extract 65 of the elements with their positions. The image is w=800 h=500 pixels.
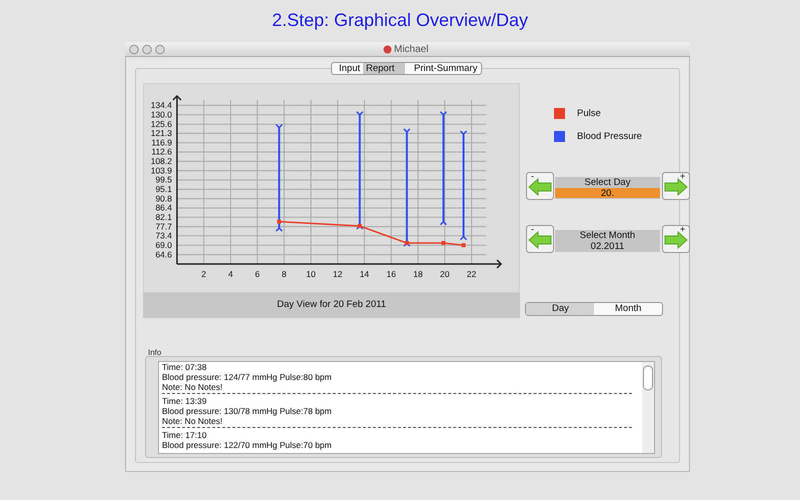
y-tick-label: 108.2 — [150, 156, 172, 166]
y-tick-label: 125.6 — [150, 118, 172, 129]
text: Blood pressure: 124/77 mmHg Pulse:80 bpm — [162, 372, 332, 382]
x-tick-label: 14 — [360, 269, 370, 280]
point — [441, 241, 446, 246]
text: Blood pressure: 130/78 mmHg Pulse:78 bpm — [162, 406, 332, 416]
text: Time: 07:38 — [162, 362, 207, 372]
text: Time: 13:39 — [162, 396, 207, 406]
y-tick-label: 99.5 — [155, 174, 172, 185]
y-tick-label: 116.9 — [151, 138, 172, 148]
x-tick-label: 22 — [466, 269, 477, 280]
x-tick-label: 20 — [440, 269, 450, 280]
x-tick-label: 16 — [386, 269, 396, 280]
x-tick-label: 10 — [306, 269, 316, 280]
text: Michael — [394, 44, 428, 55]
y-tick-label: 121.3 — [150, 128, 172, 138]
bar — [462, 134, 465, 237]
text: Day — [552, 303, 569, 314]
legend-label: Blood Pressure — [577, 131, 642, 142]
text: Select Month — [578, 230, 636, 241]
text: 20. — [555, 188, 660, 198]
x-axis-title: Day View for 20 Feb 2011 — [276, 299, 387, 310]
bar — [406, 132, 408, 244]
y-tick-label: 134.4 — [150, 100, 172, 110]
text: Input — [339, 63, 360, 74]
y-tick-label: 103.9 — [150, 165, 172, 176]
y-tick-label: 95.1 — [155, 184, 172, 194]
y-tick-label: 82.1 — [155, 212, 172, 222]
x-tick-label: 4 — [228, 269, 234, 280]
chart-title: 2.Step: Graphical Overview/Day — [270, 10, 530, 31]
bar — [358, 114, 361, 226]
point — [358, 224, 362, 228]
x-tick-label: 12 — [332, 269, 343, 280]
text: Time: 17:10 — [162, 430, 207, 440]
text: Month — [615, 303, 642, 314]
x-tick-label: 18 — [413, 269, 423, 280]
text: Blood pressure: 122/70 mmHg Pulse:70 bpm — [162, 440, 332, 450]
y-tick-label: 86.4 — [155, 202, 172, 213]
y-tick-label: 73.4 — [155, 230, 172, 241]
point — [277, 220, 282, 224]
x-tick-label: 6 — [254, 269, 260, 280]
x-tick-label: 8 — [282, 269, 287, 280]
text: Print-Summary — [414, 63, 478, 74]
y-tick-label: 90.8 — [155, 193, 172, 204]
point — [404, 241, 409, 246]
text: Note: No Notes! — [162, 382, 222, 392]
text: 02.2011 — [590, 240, 626, 252]
y-tick-label: 64.6 — [155, 249, 172, 260]
text: + — [680, 224, 686, 234]
bar — [442, 114, 444, 222]
text: - — [531, 224, 534, 234]
text: Info — [148, 348, 162, 357]
x-tick-label: 2 — [201, 269, 206, 280]
y-tick-label: 130.0 — [150, 110, 172, 120]
text: Note: No Notes! — [162, 416, 222, 426]
text: + — [680, 171, 686, 181]
y-tick-label: 69.0 — [155, 240, 172, 250]
point — [462, 243, 466, 248]
bar — [278, 128, 280, 228]
y-tick-label: 112.6 — [151, 146, 172, 157]
text: - — [531, 171, 534, 181]
text: Report — [366, 63, 395, 74]
legend-label: Pulse — [577, 108, 601, 119]
text: Select Day — [584, 177, 632, 188]
y-tick-label: 77.7 — [155, 221, 172, 232]
